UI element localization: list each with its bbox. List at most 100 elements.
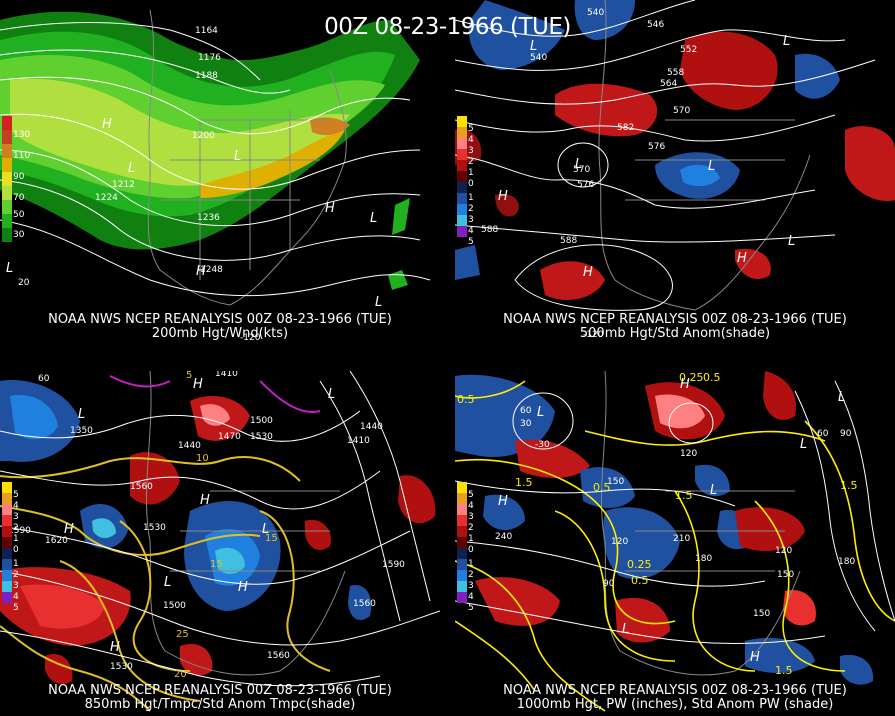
scale-label: 110 <box>13 151 31 161</box>
contour-label: 120 <box>775 546 792 556</box>
scale-swatch <box>2 228 12 242</box>
temperature-label: 15 <box>210 559 223 570</box>
contour-label: 570 <box>673 106 690 116</box>
scale-swatch <box>457 581 467 592</box>
contour-label: 1560 <box>353 599 376 609</box>
scale-swatch <box>2 570 12 581</box>
scale-swatch <box>457 482 467 493</box>
scale-label: 3 <box>468 512 474 522</box>
map-1000mb: 30 -30 120 150 240 120 210 180 150 90 60… <box>455 371 895 712</box>
panel-caption-source: NOAA NWS NCEP REANALYSIS 00Z 08-23-1966 … <box>503 312 847 327</box>
contour-label: 1164 <box>195 26 218 36</box>
contour-label: 576 <box>648 142 665 152</box>
contour-label: 1560 <box>130 482 153 492</box>
high-marker: H <box>64 522 74 537</box>
pw-label: 0.25 <box>679 371 704 384</box>
scale-label: 70 <box>13 193 25 203</box>
low-marker: L <box>710 483 717 498</box>
scale-label: 3 <box>468 215 474 225</box>
scale-label: 1 <box>13 559 19 569</box>
low-marker: L <box>800 437 807 452</box>
high-marker: H <box>325 201 335 216</box>
contour-label: 1236 <box>197 213 220 223</box>
scale-swatch <box>2 482 12 493</box>
low-marker: L <box>530 39 537 54</box>
high-marker: H <box>193 377 203 392</box>
high-marker: H <box>583 265 593 280</box>
scale-label: 5 <box>468 490 474 500</box>
scale-swatch <box>457 149 467 160</box>
contour-label: 1200 <box>192 131 215 141</box>
contour-label: 540 <box>587 8 604 18</box>
contour-label: 1560 <box>267 651 290 661</box>
scale-label: 130 <box>13 130 31 140</box>
contour-label: 1224 <box>95 193 118 203</box>
contour-label: 120 <box>611 537 628 547</box>
main-title: 00Z 08-23-1966 (TUE) <box>324 14 571 40</box>
scale-swatch <box>457 204 467 215</box>
contour-label: 90 <box>603 579 615 589</box>
longitude-label: -120 <box>240 333 261 343</box>
scale-swatch <box>2 186 12 200</box>
scale-swatch <box>457 215 467 226</box>
contour-label: 90 <box>840 429 852 439</box>
scale-swatch <box>457 138 467 149</box>
latitude-label: 20 <box>18 278 30 288</box>
scale-label: 4 <box>13 592 19 602</box>
contour-label: 1620 <box>45 536 68 546</box>
scale-swatch <box>457 193 467 204</box>
panel-caption-source: NOAA NWS NCEP REANALYSIS 00Z 08-23-1966 … <box>48 683 392 698</box>
scale-swatch <box>457 548 467 559</box>
scale-label: 4 <box>468 135 474 145</box>
contour-label: 180 <box>838 557 855 567</box>
scale-label: 5 <box>13 603 19 613</box>
scale-label: 4 <box>468 501 474 511</box>
scale-swatch <box>457 526 467 537</box>
map-200mb: 1164 1176 1188 1200 1212 1224 1236 1248 … <box>0 9 431 343</box>
panel-200mb-height-wind: 1164 1176 1188 1200 1212 1224 1236 1248 … <box>0 0 440 345</box>
scale-label: 5 <box>468 237 474 247</box>
high-marker: H <box>680 377 690 392</box>
low-marker: L <box>328 387 335 402</box>
color-scale <box>457 482 467 603</box>
pw-label: 1.5 <box>515 476 533 489</box>
scale-swatch <box>2 537 12 548</box>
contour-label: 180 <box>695 554 712 564</box>
high-marker: H <box>102 117 112 132</box>
scale-label: 90 <box>13 172 25 182</box>
scale-swatch <box>2 548 12 559</box>
scale-label: 4 <box>13 501 19 511</box>
scale-label: 0 <box>468 545 474 555</box>
pw-label: 1.5 <box>675 489 693 502</box>
contour-label: 1530 <box>250 432 273 442</box>
pw-label: 0.5 <box>457 393 475 406</box>
scale-label: 0 <box>468 179 474 189</box>
scale-swatch <box>457 493 467 504</box>
scale-swatch <box>2 130 12 144</box>
high-marker: H <box>110 640 120 655</box>
scale-swatch <box>2 158 12 172</box>
scale-swatch <box>457 160 467 171</box>
low-marker: L <box>537 405 544 420</box>
contour-label: 1248 <box>200 265 223 275</box>
contour-label: 210 <box>673 534 690 544</box>
scale-label: 2 <box>468 523 474 533</box>
contour-label: 1440 <box>178 441 201 451</box>
temperature-label: 15 <box>265 533 278 544</box>
scale-swatch <box>2 116 12 130</box>
low-marker: L <box>788 234 795 249</box>
contour-label: 540 <box>530 53 547 63</box>
contour-label: 1176 <box>198 53 221 63</box>
high-marker: H <box>498 494 508 509</box>
panel-caption-field: 1000mb Hgt, PW (inches), Std Anom PW (sh… <box>516 697 834 712</box>
panel-caption-field: 850mb Hgt/Tmpc/Std Anom Tmpc(shade) <box>84 697 356 712</box>
scale-swatch <box>2 172 12 186</box>
contour-label: 1188 <box>195 71 218 81</box>
scale-swatch <box>2 592 12 603</box>
scale-label: 5 <box>468 603 474 613</box>
scale-swatch <box>2 493 12 504</box>
contour-label: 1350 <box>70 426 93 436</box>
contour-label: 150 <box>607 477 624 487</box>
contour-label: 1212 <box>112 180 135 190</box>
contour-label: -30 <box>535 440 550 450</box>
